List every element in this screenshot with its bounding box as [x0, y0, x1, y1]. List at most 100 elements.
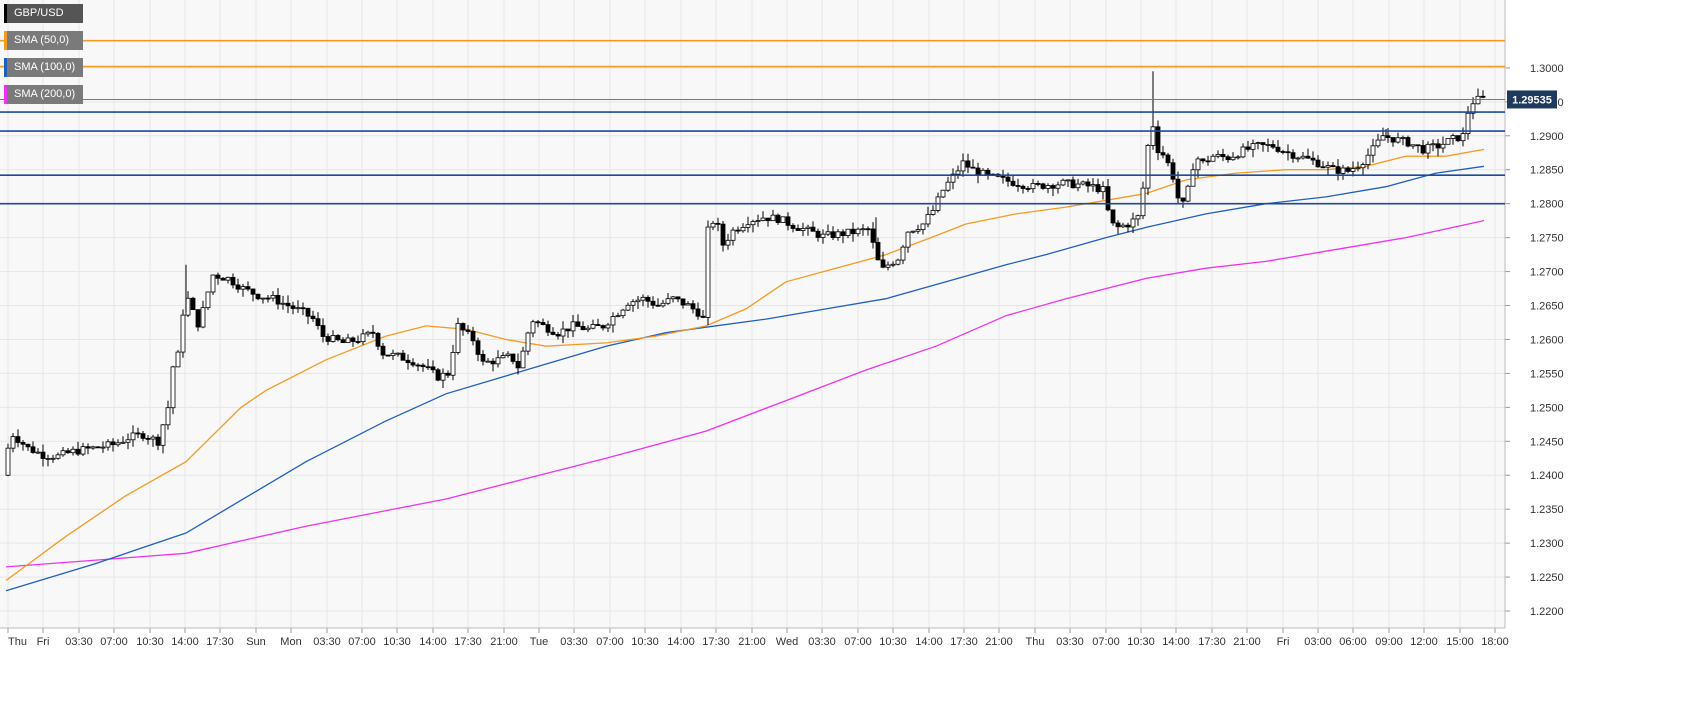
candle[interactable]: [290, 301, 296, 315]
candle[interactable]: [1030, 178, 1036, 193]
candle[interactable]: [700, 310, 706, 319]
candle[interactable]: [835, 229, 841, 241]
candle[interactable]: [780, 216, 786, 223]
candle[interactable]: [710, 220, 716, 231]
candle[interactable]: [1275, 140, 1281, 154]
candle[interactable]: [440, 368, 446, 389]
candle[interactable]: [370, 324, 376, 338]
candle[interactable]: [10, 432, 16, 453]
candle[interactable]: [1225, 154, 1231, 163]
legend-item-sma50[interactable]: SMA (50,0): [4, 31, 84, 50]
candle[interactable]: [1395, 132, 1401, 144]
candle[interactable]: [1065, 179, 1071, 187]
candle[interactable]: [95, 446, 101, 449]
candle[interactable]: [1100, 181, 1106, 200]
candle[interactable]: [130, 425, 136, 447]
candle[interactable]: [255, 293, 261, 301]
candle[interactable]: [665, 293, 671, 305]
candle[interactable]: [885, 261, 891, 271]
candle[interactable]: [675, 296, 681, 303]
candle[interactable]: [15, 429, 21, 448]
candle[interactable]: [650, 296, 656, 309]
candle[interactable]: [205, 291, 211, 310]
candle[interactable]: [285, 295, 291, 314]
candle[interactable]: [305, 307, 311, 325]
candle[interactable]: [1020, 184, 1026, 194]
candle[interactable]: [390, 349, 396, 361]
candle[interactable]: [585, 325, 591, 333]
candle[interactable]: [1320, 161, 1326, 169]
candle[interactable]: [610, 312, 616, 333]
candle[interactable]: [540, 318, 546, 326]
candle[interactable]: [1455, 135, 1461, 143]
candle[interactable]: [970, 159, 976, 169]
candle[interactable]: [55, 452, 61, 460]
candle[interactable]: [395, 352, 401, 357]
candle[interactable]: [1405, 135, 1411, 148]
candle[interactable]: [670, 296, 676, 303]
candle[interactable]: [1170, 158, 1176, 183]
candle[interactable]: [450, 344, 456, 381]
candle[interactable]: [515, 353, 521, 375]
candle[interactable]: [1400, 135, 1406, 146]
candle[interactable]: [1340, 164, 1346, 180]
candle[interactable]: [1265, 138, 1271, 153]
candle[interactable]: [140, 430, 146, 442]
candle[interactable]: [240, 283, 246, 297]
candle[interactable]: [75, 441, 81, 457]
candle[interactable]: [135, 427, 141, 439]
candle[interactable]: [1025, 185, 1031, 193]
candle[interactable]: [1215, 150, 1221, 159]
candle[interactable]: [320, 318, 326, 343]
candle[interactable]: [805, 224, 811, 236]
candle[interactable]: [1325, 161, 1331, 175]
candle[interactable]: [275, 288, 281, 310]
candle[interactable]: [795, 224, 801, 231]
candle[interactable]: [860, 224, 866, 236]
candle[interactable]: [555, 331, 561, 340]
legend-item-sma100[interactable]: SMA (100,0): [4, 58, 84, 77]
candle[interactable]: [1410, 144, 1416, 149]
candle[interactable]: [720, 221, 726, 252]
candle[interactable]: [1000, 169, 1006, 184]
candle[interactable]: [1140, 181, 1146, 220]
candle[interactable]: [570, 314, 576, 337]
legend-item-sma200[interactable]: SMA (200,0): [4, 85, 84, 104]
candle[interactable]: [120, 436, 126, 444]
candle[interactable]: [505, 351, 511, 358]
candle[interactable]: [1350, 161, 1356, 177]
candle[interactable]: [625, 302, 631, 311]
candle[interactable]: [340, 337, 346, 344]
candle[interactable]: [715, 217, 721, 232]
candle[interactable]: [190, 296, 196, 311]
candle[interactable]: [5, 443, 11, 477]
candle[interactable]: [415, 363, 421, 372]
candle[interactable]: [655, 298, 661, 307]
candle[interactable]: [150, 434, 156, 447]
candle[interactable]: [1145, 143, 1151, 195]
candle[interactable]: [480, 350, 486, 366]
candle[interactable]: [1010, 175, 1016, 187]
candle[interactable]: [905, 231, 911, 253]
candle[interactable]: [410, 358, 416, 368]
candle[interactable]: [510, 353, 516, 365]
candle[interactable]: [1355, 161, 1361, 172]
candle[interactable]: [1015, 178, 1021, 192]
candle[interactable]: [1165, 152, 1171, 167]
candle[interactable]: [170, 365, 176, 415]
candle[interactable]: [985, 168, 991, 180]
candle[interactable]: [430, 360, 436, 374]
candle[interactable]: [1220, 148, 1226, 162]
candle[interactable]: [350, 336, 356, 347]
candle[interactable]: [1360, 162, 1366, 175]
candle[interactable]: [1365, 148, 1371, 170]
candle[interactable]: [1160, 145, 1166, 159]
candle[interactable]: [1115, 220, 1121, 234]
candle[interactable]: [1470, 97, 1476, 120]
candle[interactable]: [725, 233, 731, 250]
candle[interactable]: [865, 226, 871, 236]
candle[interactable]: [25, 443, 31, 451]
candle[interactable]: [1255, 141, 1261, 150]
candle[interactable]: [730, 227, 736, 246]
candle[interactable]: [1245, 141, 1251, 152]
